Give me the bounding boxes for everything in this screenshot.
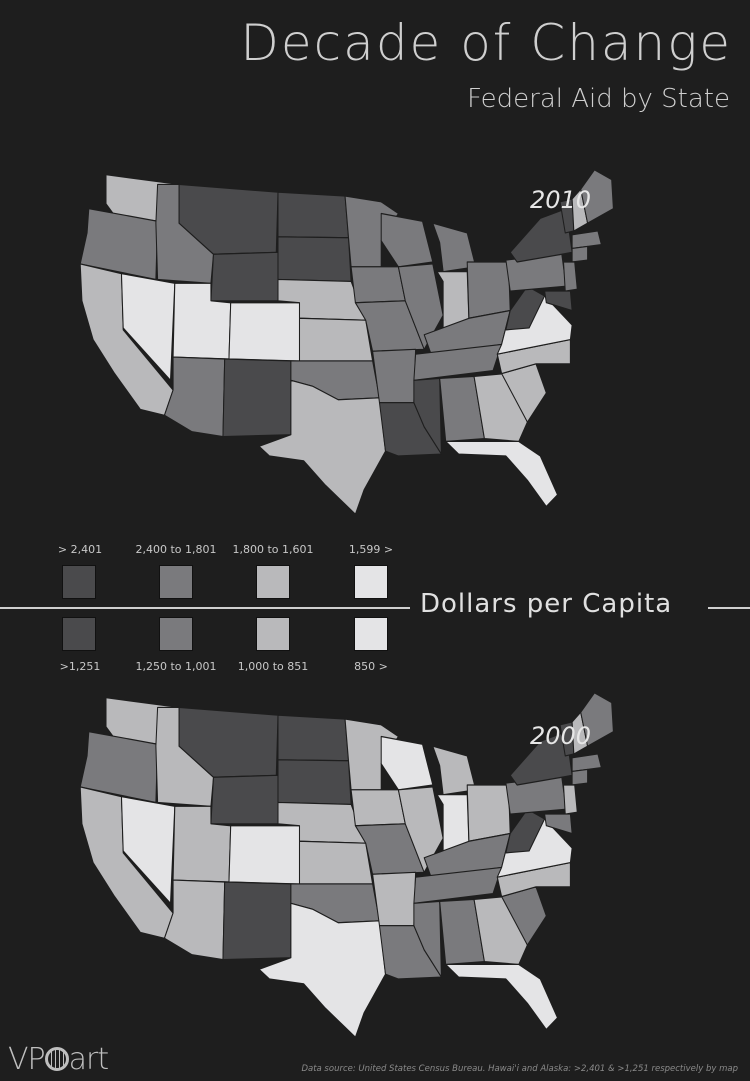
- state-ia-2000: [350, 789, 406, 827]
- state-wy-2010: [210, 251, 279, 302]
- state-wi-2010: [380, 212, 434, 268]
- state-mi-2000: [432, 745, 477, 796]
- state-ma-2000: [571, 753, 602, 773]
- legend-2000-swatch-1: [62, 617, 96, 651]
- state-md-2000: [544, 813, 573, 835]
- state-me-2010: [580, 169, 614, 224]
- legend-2010-swatch-3: [256, 565, 290, 599]
- state-wi-2000: [380, 735, 434, 791]
- state-co-2010: [228, 302, 301, 362]
- state-ar-2000: [372, 871, 417, 927]
- state-ma-2010: [571, 230, 602, 250]
- legend-2010-swatch-4: [354, 565, 388, 599]
- legend-2010-swatch-2: [159, 565, 193, 599]
- state-fl-2000: [445, 963, 559, 1031]
- states-group-2000: [79, 692, 614, 1038]
- state-ar-2010: [372, 348, 417, 404]
- state-ct-2010: [571, 245, 589, 263]
- state-wy-2000: [210, 774, 279, 825]
- data-source-note: Data source: United States Census Bureau…: [301, 1064, 738, 1074]
- state-nm-2000: [222, 881, 292, 961]
- map-2010: [79, 169, 614, 515]
- state-nv-2000: [120, 796, 176, 904]
- state-ia-2010: [350, 266, 406, 304]
- map-2000: [79, 692, 614, 1038]
- legend-2000-label-4: 850 >: [354, 660, 388, 673]
- state-mi-2010: [432, 222, 477, 273]
- state-nm-2010: [222, 358, 292, 438]
- state-tx-2010: [258, 379, 387, 515]
- state-sd-2000: [277, 759, 352, 805]
- state-tn-2010: [413, 343, 503, 381]
- state-or-2000: [79, 731, 159, 804]
- state-nv-2010: [120, 273, 176, 381]
- states-group-2010: [79, 169, 614, 515]
- state-co-2000: [228, 825, 301, 885]
- state-ks-2010: [298, 317, 374, 362]
- legend-2000-swatch-2: [159, 617, 193, 651]
- state-nj-2000: [563, 784, 578, 815]
- divider-left: [0, 607, 410, 609]
- state-sd-2010: [277, 236, 352, 282]
- state-oh-2010: [466, 261, 511, 319]
- year-label-2010: 2010: [530, 186, 592, 214]
- legend-2000-swatch-3: [256, 617, 290, 651]
- globe-icon: [44, 1047, 69, 1071]
- year-label-2000: 2000: [530, 722, 592, 750]
- page-subtitle: Federal Aid by State: [467, 84, 730, 114]
- legend-2000-label-2: 1,250 to 1,001: [135, 660, 217, 673]
- state-ga-2010: [473, 372, 528, 443]
- state-or-2010: [79, 208, 159, 281]
- state-me-2000: [580, 692, 614, 747]
- legend-2000-label-3: 1,000 to 851: [237, 660, 309, 673]
- state-nd-2010: [277, 191, 350, 239]
- state-nj-2010: [563, 261, 578, 292]
- state-az-2000: [163, 879, 226, 961]
- vpcart-logo: VP art: [8, 1042, 109, 1077]
- state-az-2010: [163, 356, 226, 438]
- state-ks-2000: [298, 840, 374, 885]
- state-tn-2000: [413, 866, 503, 904]
- state-nd-2000: [277, 714, 350, 762]
- units-label: Dollars per Capita: [420, 589, 673, 619]
- divider-right: [708, 607, 750, 609]
- state-fl-2010: [445, 440, 559, 508]
- legend-2010-swatch-1: [62, 565, 96, 599]
- legend-2010-label-2: 2,400 to 1,801: [135, 543, 217, 556]
- legend-2000-swatch-4: [354, 617, 388, 651]
- legend-2000-label-1: >1,251: [59, 660, 101, 673]
- state-ms-2000: [413, 900, 442, 978]
- legend-2010-label-3: 1,800 to 1,601: [232, 543, 314, 556]
- state-oh-2000: [466, 784, 511, 842]
- state-ga-2000: [473, 895, 528, 966]
- state-ms-2010: [413, 377, 442, 455]
- page-title: Decade of Change: [240, 14, 732, 72]
- legend-2010-label-1: > 2,401: [57, 543, 103, 556]
- state-ct-2000: [571, 768, 589, 786]
- legend-2010-label-4: 1,599 >: [348, 543, 394, 556]
- state-tx-2000: [258, 902, 387, 1038]
- state-md-2010: [544, 290, 573, 312]
